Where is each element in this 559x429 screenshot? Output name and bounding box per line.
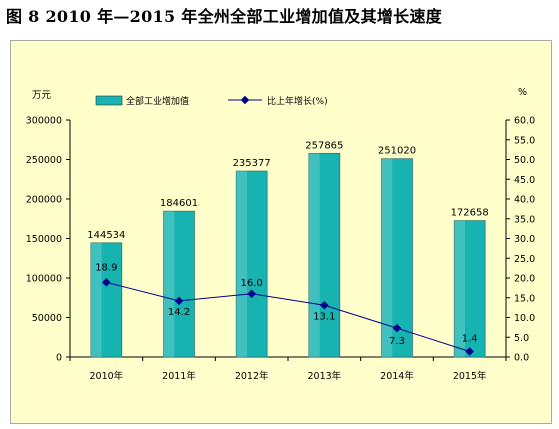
growth-value-label: 7.3 xyxy=(389,336,405,347)
legend-line-marker xyxy=(240,95,250,105)
bar xyxy=(308,152,341,358)
left-tick-label: 200000 xyxy=(26,195,62,206)
growth-point xyxy=(320,301,329,310)
growth-line xyxy=(106,281,470,352)
growth-point xyxy=(392,323,402,333)
growth-value-label: 13.1 xyxy=(313,311,335,322)
right-tick-label: 15.0 xyxy=(514,293,535,304)
right-tick-label: 40.0 xyxy=(514,195,535,206)
right-tick-label: 5.0 xyxy=(514,333,529,344)
right-tick-label: 30.0 xyxy=(514,234,535,245)
left-tick-label: 250000 xyxy=(26,155,62,166)
right-tick-label: 55.0 xyxy=(514,135,535,146)
bar-value-label: 257865 xyxy=(305,140,343,151)
right-tick-label: 25.0 xyxy=(514,254,535,265)
legend-bar-swatch xyxy=(95,95,123,106)
x-tick-label: 2014年 xyxy=(380,370,414,382)
bar-value-label: 235377 xyxy=(233,158,271,169)
bar-highlight xyxy=(381,158,393,357)
x-tick-label: 2010年 xyxy=(89,370,123,382)
bar-highlight xyxy=(454,220,466,357)
left-axis-unit: 万元 xyxy=(32,90,52,101)
growth-point xyxy=(247,289,256,299)
right-tick-label: 35.0 xyxy=(514,214,535,225)
bar xyxy=(163,210,195,358)
right-tick-label: 0.0 xyxy=(514,353,529,364)
left-tick-label: 0 xyxy=(56,353,62,364)
bar xyxy=(235,170,268,358)
bar-highlight xyxy=(308,153,320,357)
right-tick-label: 60.0 xyxy=(514,116,535,127)
bar-value-label: 172658 xyxy=(451,208,489,219)
growth-value-label: 1.4 xyxy=(462,333,478,344)
legend-bar-label: 全部工业增加值 xyxy=(126,95,189,107)
growth-point xyxy=(465,347,474,356)
right-tick-label: 10.0 xyxy=(514,313,535,324)
bar-highlight xyxy=(90,242,102,357)
left-tick-label: 150000 xyxy=(26,234,62,245)
x-tick-label: 2013年 xyxy=(307,370,341,382)
x-tick-label: 2015年 xyxy=(453,370,487,382)
growth-value-label: 16.0 xyxy=(241,278,263,289)
legend: 全部工业增加值 比上年增长(%) xyxy=(95,95,328,107)
bar xyxy=(453,220,486,358)
left-tick-label: 100000 xyxy=(26,274,62,285)
chart-title: 图 8 2010 年—2015 年全州全部工业增加值及其增长速度 xyxy=(6,7,443,26)
line-layer: 18.9 14.2 16.0 13.1 7.3 1.4 xyxy=(95,262,478,356)
axes-layer: 0 50000 100000 150000 200000 250000 300000 0.0 5… xyxy=(26,87,535,382)
bar-value-label: 144534 xyxy=(87,230,125,241)
right-tick-label: 45.0 xyxy=(514,175,535,186)
growth-value-label: 14.2 xyxy=(168,307,190,318)
legend-line-label: 比上年增长(%) xyxy=(267,95,328,107)
growth-point xyxy=(102,278,111,287)
right-tick-label: 50.0 xyxy=(514,155,535,166)
right-axis-unit: % xyxy=(518,87,527,98)
growth-value-label: 18.9 xyxy=(95,262,117,273)
bar-highlight xyxy=(163,211,175,357)
left-tick-label: 300000 xyxy=(26,116,62,127)
bar-value-label: 184601 xyxy=(160,198,198,209)
bars-layer: 144534 184601 235377 257865 251020 172658 xyxy=(87,140,489,358)
growth-point xyxy=(174,296,184,306)
right-tick-label: 20.0 xyxy=(514,274,535,285)
bar-highlight xyxy=(236,171,248,357)
x-tick-label: 2012年 xyxy=(235,370,269,382)
left-tick-label: 50000 xyxy=(32,313,62,324)
x-tick-label: 2011年 xyxy=(162,370,196,382)
bar xyxy=(90,242,123,358)
bar-value-label: 251020 xyxy=(378,146,416,157)
